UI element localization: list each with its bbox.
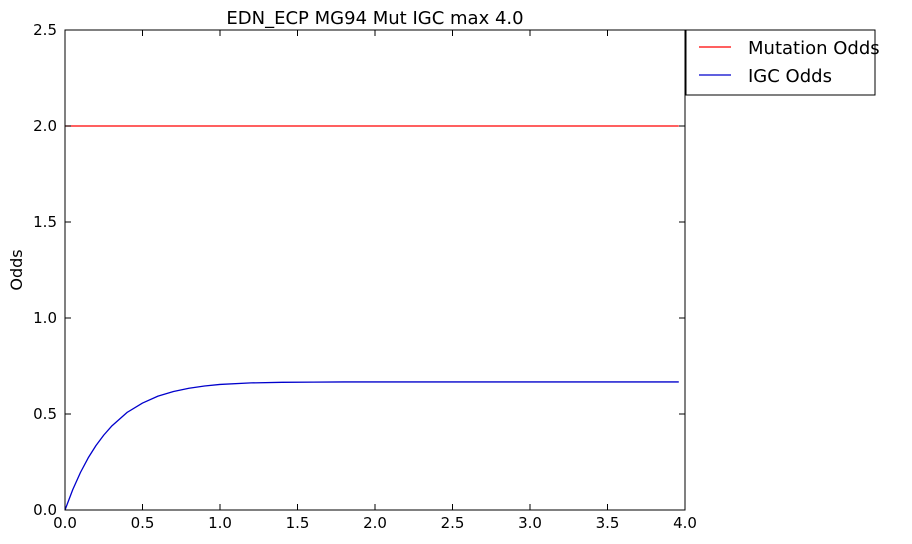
series-layer bbox=[64, 125, 679, 511]
chart-title: EDN_ECP MG94 Mut IGC max 4.0 bbox=[226, 8, 523, 29]
y-tick-label: 2.5 bbox=[33, 21, 57, 39]
x-tick-label: 4.0 bbox=[673, 514, 697, 532]
y-tick-label: 1.0 bbox=[33, 309, 57, 327]
legend-box bbox=[685, 29, 876, 96]
x-tick-label: 2.0 bbox=[363, 514, 387, 532]
series-line-igc-odds bbox=[64, 381, 679, 511]
ticks-layer: 0.0 0.5 1.0 1.5 2.0 2.5 3.0 3.5 4.0 0.0 0.5 1.0 1.5 2… bbox=[33, 21, 697, 532]
y-axis-label: Odds bbox=[7, 249, 26, 290]
x-tick-label: 2.5 bbox=[441, 514, 465, 532]
y-tick-label: 2.0 bbox=[33, 117, 57, 135]
legend-label-igc-odds: IGC Odds bbox=[748, 66, 832, 87]
x-tick-label: 3.5 bbox=[596, 514, 620, 532]
y-tick-label: 1.5 bbox=[33, 213, 57, 231]
x-tick-label: 1.5 bbox=[286, 514, 310, 532]
x-tick-label: 1.0 bbox=[208, 514, 232, 532]
x-tick-label: 3.0 bbox=[518, 514, 542, 532]
plot-frame bbox=[64, 29, 686, 511]
legend-label-mutation-odds: Mutation Odds bbox=[748, 38, 880, 59]
y-tick-label: 0.0 bbox=[33, 501, 57, 519]
x-tick-label: 0.0 bbox=[53, 514, 77, 532]
y-tick-label: 0.5 bbox=[33, 405, 57, 423]
x-tick-label: 0.5 bbox=[131, 514, 155, 532]
legend: Mutation Odds IGC Odds bbox=[685, 29, 880, 96]
